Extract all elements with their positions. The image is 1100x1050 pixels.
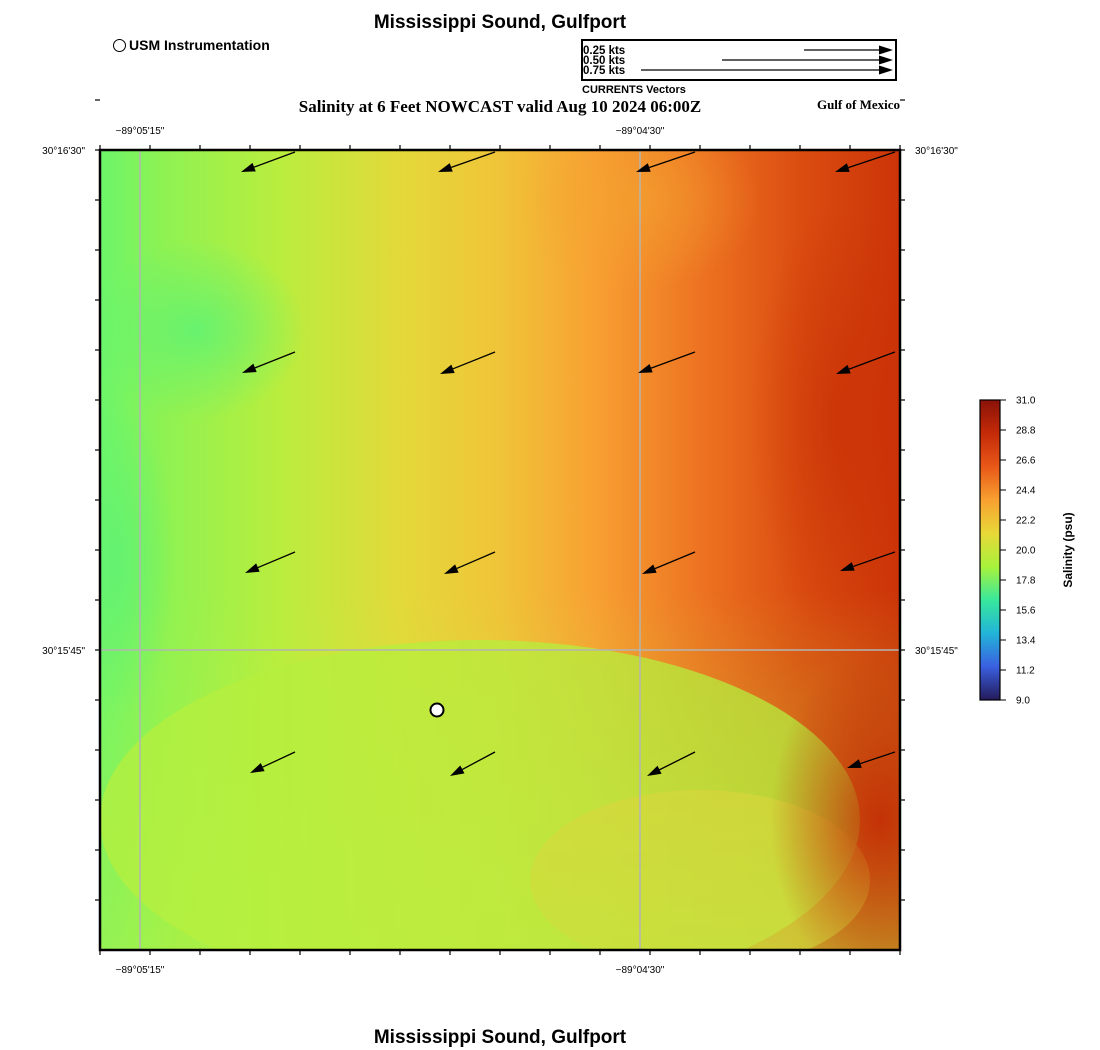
- current-vector-1: [241, 151, 296, 172]
- lat-labels: 30°16'30" 30°15'45" 30°16'30" 30°15'45": [42, 146, 958, 657]
- colorbar-tick-label: 31.0: [1016, 396, 1036, 407]
- colorbar-tick-label: 28.8: [1016, 426, 1036, 437]
- colorbar: 31.0 28.8 26.6 24.4 22.2 20.0 17.8 15.6 13.4 11.2…: [979, 396, 1036, 707]
- lat-tick-left-1: 30°16'30": [42, 146, 85, 157]
- colorbar-tick-label: 24.4: [1016, 486, 1036, 497]
- lon-tick-bottom-1: −89°05'15": [116, 965, 165, 976]
- current-vector-4: [835, 151, 896, 172]
- colorbar-tick-label: 20.0: [1016, 546, 1036, 557]
- colorbar-title: Salinity (psu): [1061, 512, 1075, 588]
- current-vector-12: [840, 551, 896, 571]
- station-legend: USM Instrumentation: [113, 37, 270, 53]
- footer-title: Mississippi Sound, Gulfport: [373, 1027, 627, 1048]
- lon-tick-bottom-2: −89°04'30": [616, 965, 665, 976]
- legend-arrow-0-75: [641, 65, 893, 75]
- vector-legend-label-2: 0.50 kts: [583, 55, 626, 67]
- lon-tick-top-2: −89°04'30": [616, 126, 665, 137]
- current-vector-3: [636, 151, 696, 172]
- vector-legend-caption: CURRENTS Vectors: [582, 84, 686, 96]
- current-vector-7: [638, 351, 696, 373]
- colorbar-tick-label: 26.6: [1016, 456, 1036, 467]
- current-vector-5: [242, 351, 296, 373]
- usm-station-marker[interactable]: [429, 702, 445, 718]
- station-legend-label: USM Instrumentation: [129, 37, 270, 53]
- colorbar-ramp: [979, 399, 1001, 701]
- vector-legend-label-3: 0.75 kts: [583, 65, 626, 77]
- current-vector-16: [847, 751, 896, 768]
- current-vector-14: [450, 751, 496, 776]
- lat-tick-left-2: 30°15'45": [42, 646, 85, 657]
- current-vector-10: [444, 551, 496, 574]
- frame-ticks: [95, 99, 905, 955]
- colorbar-tick-label: 9.0: [1016, 696, 1030, 707]
- legend-arrow-0-25: [804, 45, 893, 55]
- legend-arrow-0-50: [722, 55, 893, 65]
- salinity-field: [100, 150, 900, 950]
- vector-legend-label-1: 0.25 kts: [583, 45, 626, 57]
- current-vector-15: [647, 751, 696, 776]
- graticule: [100, 150, 900, 950]
- lon-labels: −89°05'15" −89°04'30" −89°05'15" −89°04'…: [116, 126, 665, 976]
- station-marker-icon: [113, 38, 126, 52]
- lat-tick-right-1: 30°16'30": [915, 146, 958, 157]
- current-vector-8: [836, 351, 896, 374]
- lon-tick-top-1: −89°05'15": [116, 126, 165, 137]
- vector-legend-arrows: [641, 45, 893, 75]
- colorbar-tick-label: 13.4: [1016, 636, 1036, 647]
- lat-tick-right-2: 30°15'45": [915, 646, 958, 657]
- current-vector-6: [440, 351, 496, 374]
- map-title: Mississippi Sound, Gulfport: [373, 12, 627, 33]
- current-vector-2: [438, 151, 496, 172]
- colorbar-tick-label: 17.8: [1016, 576, 1036, 587]
- current-vector-9: [245, 551, 296, 573]
- current-vector-13: [250, 751, 296, 773]
- map-subtitle: Salinity at 6 Feet NOWCAST valid Aug 10 …: [298, 97, 702, 116]
- colorbar-tick-label: 22.2: [1016, 516, 1036, 527]
- current-vectors: [241, 151, 896, 776]
- current-vector-11: [642, 551, 696, 574]
- colorbar-tick-label: 15.6: [1016, 606, 1036, 617]
- colorbar-tick-label: 11.2: [1016, 666, 1035, 677]
- region-label: Gulf of Mexico: [816, 97, 900, 112]
